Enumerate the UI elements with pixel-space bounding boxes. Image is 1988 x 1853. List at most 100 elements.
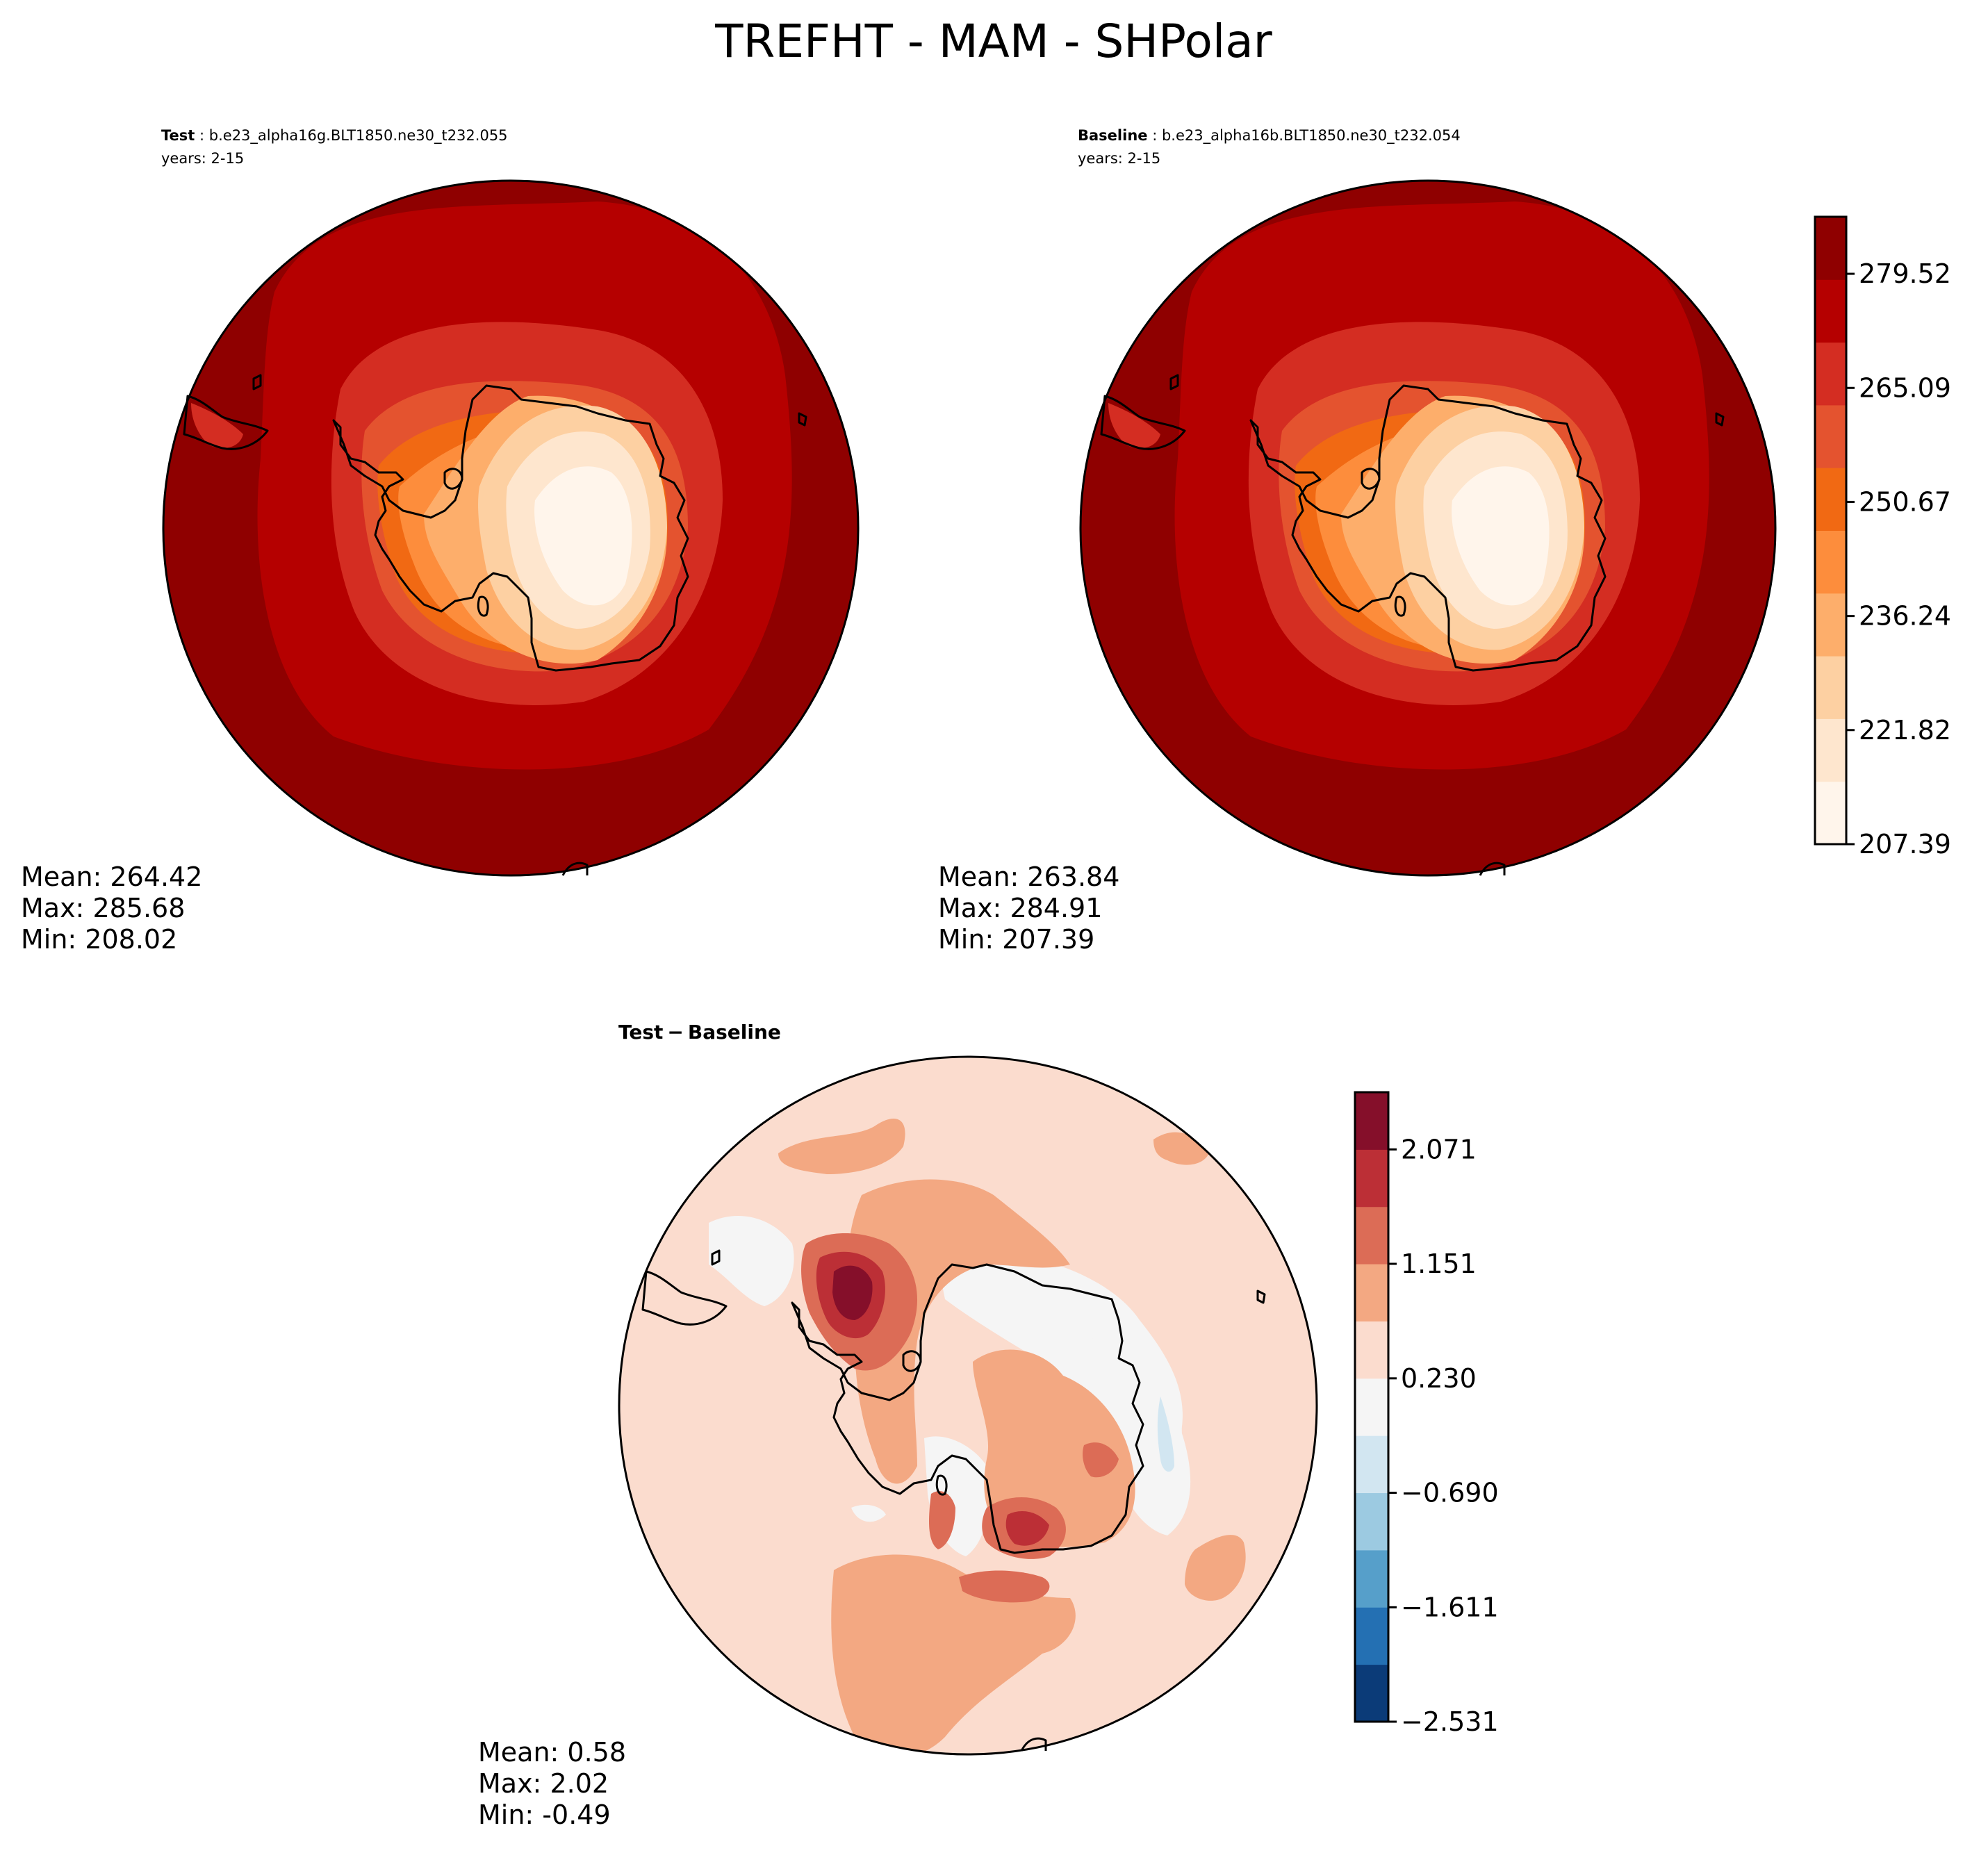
diff-colorbar-color-block-5 xyxy=(1355,1378,1388,1436)
diff-colorbar-color-block-8 xyxy=(1355,1206,1388,1265)
test-kerguelen-coast xyxy=(798,412,807,427)
diff-anomaly-band-3 xyxy=(973,1349,1135,1547)
test-label: Test xyxy=(161,127,195,144)
test-case-name: b.e23_alpha16g.BLT1850.ne30_t232.055 xyxy=(209,127,508,145)
baseline-south-america-tip xyxy=(1100,395,1186,450)
diff-colorbar-tick-label-4: −1.611 xyxy=(1401,1592,1499,1622)
temp-colorbar-color-block-6 xyxy=(1815,404,1846,468)
diff-anomaly-band-4 xyxy=(831,1554,1076,1754)
baseline-case-label: Baseline : b.e23_alpha16b.BLT1850.ne30_t… xyxy=(1078,127,1461,145)
baseline-small-island xyxy=(1394,595,1406,617)
diff-anomaly-band-11 xyxy=(1005,1511,1049,1546)
baseline-antarctica-coastline xyxy=(1249,384,1607,672)
test-stats: Mean: 264.42 Max: 285.68 Min: 208.02 xyxy=(21,862,202,955)
test-panel: Test : b.e23_alpha16g.BLT1850.ne30_t232.… xyxy=(21,127,860,955)
temp-colorbar-color-block-3 xyxy=(1815,593,1846,657)
temp-colorbar-tick-label-3: 236.24 xyxy=(1859,601,1951,632)
difference-falklands xyxy=(711,1249,721,1266)
test-small-island xyxy=(477,595,489,617)
temp-colorbar-tick-label-5: 207.39 xyxy=(1859,829,1951,859)
baseline-label: Baseline xyxy=(1078,127,1148,144)
temp-colorbar-color-block-5 xyxy=(1815,468,1846,531)
diff-near-zero-patch-1 xyxy=(709,1216,794,1306)
diff-anomaly-band-13 xyxy=(929,1491,955,1549)
test-min: Min: 208.02 xyxy=(21,924,177,955)
diff-colorbar-tick-label-3: −0.690 xyxy=(1401,1477,1499,1508)
baseline-level-band-10 xyxy=(1452,466,1550,606)
diff-colorbar-color-block-4 xyxy=(1355,1435,1388,1494)
temp-colorbar-color-block-0 xyxy=(1815,781,1846,845)
temp-colorbar-tick-label-0: 279.52 xyxy=(1859,258,1951,289)
diff-anomaly-band-9 xyxy=(1083,1442,1119,1478)
temp-colorbar-tick-label-4: 221.82 xyxy=(1859,715,1951,746)
temp-colorbar-color-block-1 xyxy=(1815,718,1846,782)
diff-anomaly-band-1 xyxy=(778,1119,905,1174)
test-peninsula-warm-patch xyxy=(191,403,243,448)
difference-label: Test − Baseline xyxy=(618,1021,781,1044)
baseline-min: Min: 207.39 xyxy=(938,924,1094,955)
baseline-years: years: 2-15 xyxy=(1078,150,1160,167)
diff-colorbar-tick-label-5: −2.531 xyxy=(1401,1706,1499,1737)
test-mean: Mean: 264.42 xyxy=(21,862,202,892)
diff-anomaly-band-2 xyxy=(848,1179,1070,1484)
diff-colorbar-frame xyxy=(1354,1091,1390,1723)
diff-slight-negative-patch xyxy=(1157,1397,1174,1472)
diff-colorbar-tick-label-0: 2.071 xyxy=(1401,1134,1477,1164)
diff-colorbar-color-block-0 xyxy=(1355,1664,1388,1722)
test-case-label: Test : b.e23_alpha16g.BLT1850.ne30_t232.… xyxy=(161,127,508,145)
diff-colorbar-color-block-3 xyxy=(1355,1492,1388,1551)
temp-colorbar-tick-label-2: 250.67 xyxy=(1859,486,1951,517)
baseline-ross-island xyxy=(1361,468,1381,490)
difference-south-america-tip xyxy=(641,1270,728,1326)
test-falklands xyxy=(252,374,262,390)
difference-panel: Test − Baseline xyxy=(478,1021,1318,1830)
diff-anomaly-band-5 xyxy=(1185,1535,1246,1601)
difference-coastlines xyxy=(641,1249,1266,1752)
baseline-coastlines xyxy=(1100,374,1725,876)
diff-colorbar-color-block-6 xyxy=(1355,1321,1388,1379)
diff-colorbar-color-block-2 xyxy=(1355,1549,1388,1608)
baseline-peninsula-warm-patch xyxy=(1108,403,1160,448)
difference-max: Max: 2.02 xyxy=(478,1768,609,1799)
figure-title: TREFHT - MAM - SHPolar xyxy=(714,15,1273,68)
baseline-case-name: b.e23_alpha16b.BLT1850.ne30_t232.054 xyxy=(1162,127,1461,145)
difference-kerguelen-coast xyxy=(1256,1290,1266,1304)
difference-min: Min: -0.49 xyxy=(478,1800,611,1830)
temp-colorbar-color-block-9 xyxy=(1815,217,1846,280)
baseline-map-boundary xyxy=(1079,179,1777,877)
diff-max-anomaly-core xyxy=(832,1265,873,1320)
baseline-mean: Mean: 263.84 xyxy=(938,862,1119,892)
baseline-stats: Mean: 263.84 Max: 284.91 Min: 207.39 xyxy=(938,862,1119,955)
difference-antarctica-coastline xyxy=(791,1263,1144,1554)
diff-colorbar-tick-label-1: 1.151 xyxy=(1401,1249,1477,1279)
diff-colorbar-color-block-1 xyxy=(1355,1607,1388,1665)
diff-colorbar-color-block-7 xyxy=(1355,1264,1388,1321)
test-south-america-tip xyxy=(183,395,269,450)
difference-ross-island xyxy=(902,1350,922,1372)
test-max: Max: 285.68 xyxy=(21,893,185,923)
diff-colorbar-color-block-9 xyxy=(1355,1149,1388,1208)
baseline-kerguelen-coast xyxy=(1715,412,1725,427)
difference-new-zealand-coast xyxy=(1020,1737,1047,1752)
diff-near-zero-patch-4 xyxy=(1084,1312,1182,1515)
temperature-colorbar: 279.52 265.09 250.67 236.24 221.82 207.39 xyxy=(1814,215,1951,859)
difference-stats: Mean: 0.58 Max: 2.02 Min: -0.49 xyxy=(478,1737,626,1830)
baseline-max: Max: 284.91 xyxy=(938,893,1102,923)
difference-mean: Mean: 0.58 xyxy=(478,1737,626,1768)
test-level-band-10 xyxy=(534,466,632,606)
diff-near-zero-patch-5 xyxy=(851,1504,886,1522)
temp-colorbar-color-block-2 xyxy=(1815,656,1846,719)
test-coastlines xyxy=(183,374,807,876)
temp-colorbar-frame xyxy=(1814,215,1848,846)
baseline-falklands xyxy=(1169,374,1179,390)
test-ross-island xyxy=(443,468,463,490)
temp-colorbar-tick-label-1: 265.09 xyxy=(1859,372,1951,403)
diff-anomaly-band-12 xyxy=(959,1570,1050,1603)
temp-colorbar-color-block-4 xyxy=(1815,530,1846,594)
test-years: years: 2-15 xyxy=(161,150,244,167)
temp-colorbar-color-block-8 xyxy=(1815,279,1846,343)
difference-map-boundary xyxy=(618,1055,1318,1756)
difference-small-island xyxy=(935,1474,948,1496)
baseline-panel: Baseline : b.e23_alpha16b.BLT1850.ne30_t… xyxy=(938,127,1777,955)
